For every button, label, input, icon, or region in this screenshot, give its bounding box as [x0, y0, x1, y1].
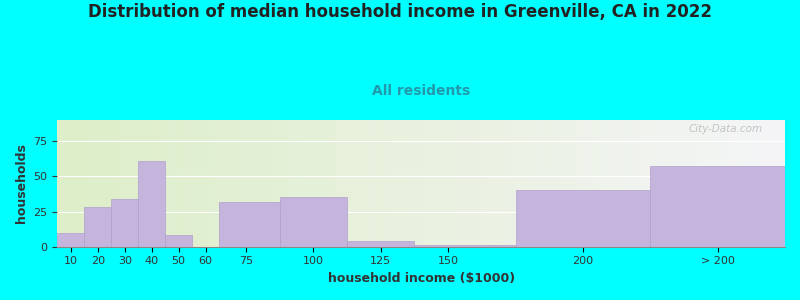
Bar	[165, 236, 192, 247]
Bar	[84, 207, 111, 247]
Y-axis label: households: households	[15, 143, 28, 223]
Title: All residents: All residents	[372, 84, 470, 98]
Bar	[650, 167, 785, 247]
X-axis label: household income ($1000): household income ($1000)	[328, 272, 514, 285]
Bar	[414, 245, 515, 247]
Bar	[515, 190, 650, 247]
Bar	[347, 241, 414, 247]
Bar	[111, 199, 138, 247]
Bar	[280, 197, 347, 247]
Bar	[219, 202, 280, 247]
Text: Distribution of median household income in Greenville, CA in 2022: Distribution of median household income …	[88, 3, 712, 21]
Text: City-Data.com: City-Data.com	[689, 124, 763, 134]
Bar	[138, 161, 165, 247]
Bar	[58, 232, 84, 247]
